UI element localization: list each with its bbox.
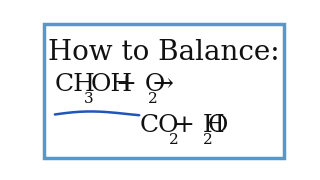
Text: CO: CO xyxy=(139,114,179,138)
Text: 2: 2 xyxy=(169,133,179,147)
Text: →: → xyxy=(153,73,174,96)
Text: CH: CH xyxy=(55,73,96,96)
Text: 2: 2 xyxy=(203,133,213,147)
Text: O: O xyxy=(208,114,228,138)
Text: + H: + H xyxy=(174,114,225,138)
Text: OH: OH xyxy=(91,73,133,96)
Text: + O: + O xyxy=(116,73,165,96)
Text: 3: 3 xyxy=(84,92,94,106)
Text: How to Balance:: How to Balance: xyxy=(48,39,280,66)
Text: 2: 2 xyxy=(148,92,158,106)
